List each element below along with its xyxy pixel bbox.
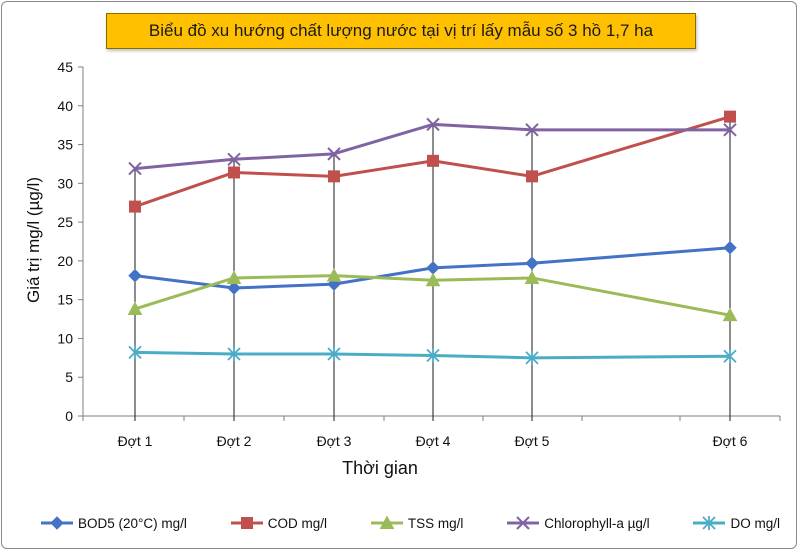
data-point (128, 345, 142, 360)
legend-swatch (693, 516, 726, 530)
y-tick-label: 15 (57, 292, 73, 308)
data-point (426, 117, 440, 132)
data-point (227, 281, 241, 295)
data-point (425, 272, 441, 287)
data-point (129, 200, 141, 213)
data-point (427, 154, 439, 167)
legend-label: COD mg/l (267, 515, 328, 531)
data-point (128, 161, 142, 176)
x-axis-label: Thời gian (342, 458, 418, 478)
x-tick-label: Đợt 6 (713, 433, 748, 449)
legend-marker (379, 516, 395, 529)
chart-title-text: Biểu đồ xu hướng chất lượng nước tại vị … (148, 21, 654, 40)
data-point (326, 268, 342, 282)
chart-legend: BOD5 (20°C) mg/l COD mg/l TSS mg/l Chloroph… (40, 512, 780, 534)
data-point (327, 147, 341, 161)
y-tick-label: 45 (57, 59, 73, 75)
y-tick-label: 40 (57, 98, 73, 114)
x-tick-label: Đợt 4 (416, 433, 451, 449)
x-tick-label: Đợt 1 (118, 433, 153, 449)
legend-marker (516, 516, 531, 530)
series-line-4 (134, 350, 731, 360)
data-point (426, 348, 440, 363)
data-point (328, 170, 340, 183)
legend-item: BOD5 (20°C) mg/l (40, 516, 187, 531)
data-point (724, 110, 736, 123)
data-point (227, 152, 241, 166)
legend-label: Chlorophyll-a µg/l (544, 515, 650, 531)
y-axis-label-text: Giá trị mg/l (µg/l) (24, 177, 43, 303)
legend-label: TSS mg/l (407, 515, 464, 531)
data-point (426, 261, 440, 275)
data-point (525, 256, 539, 270)
legend-item: Chlorophyll-a µg/l (506, 515, 650, 531)
series-line-2 (134, 274, 731, 317)
data-point (722, 307, 738, 322)
data-point (525, 350, 539, 365)
legend-swatch (230, 517, 263, 529)
y-tick-label: 0 (65, 408, 73, 424)
legend-swatch (507, 516, 540, 530)
y-tick-label: 20 (57, 253, 73, 269)
data-point (227, 346, 241, 361)
data-point (228, 166, 240, 179)
data-point (723, 240, 737, 255)
data-point (327, 346, 341, 361)
x-tick-label: Đợt 3 (317, 433, 352, 449)
series-line-3 (134, 122, 730, 171)
data-point (226, 270, 242, 284)
data-point (723, 349, 737, 364)
x-tick-label: Đợt 2 (217, 433, 252, 449)
data-point (525, 123, 539, 137)
legend-marker (240, 517, 253, 529)
data-point (128, 268, 142, 283)
series-line-0 (134, 246, 731, 290)
y-tick-label: 30 (57, 175, 73, 191)
series-line-1 (134, 115, 731, 209)
y-tick-label: 35 (57, 137, 73, 153)
data-point (526, 170, 538, 183)
x-tick-label: Đợt 5 (515, 433, 550, 449)
legend-label: DO mg/l (730, 515, 780, 531)
data-point (127, 301, 143, 315)
y-tick-label: 5 (65, 369, 73, 385)
legend-marker (50, 516, 64, 530)
y-tick-label: 10 (57, 330, 73, 346)
legend-item: TSS mg/l (370, 515, 464, 531)
legend-label: BOD5 (20°C) mg/l (78, 515, 187, 531)
legend-item: DO mg/l (692, 516, 780, 531)
chart-title: Biểu đồ xu hướng chất lượng nước tại vị … (106, 13, 696, 49)
legend-swatch (41, 516, 73, 530)
data-point (723, 123, 737, 137)
legend-item: COD mg/l (230, 516, 327, 531)
data-point (524, 270, 540, 284)
legend-swatch (370, 516, 403, 529)
legend-marker (702, 516, 717, 530)
y-tick-label: 25 (57, 214, 73, 230)
